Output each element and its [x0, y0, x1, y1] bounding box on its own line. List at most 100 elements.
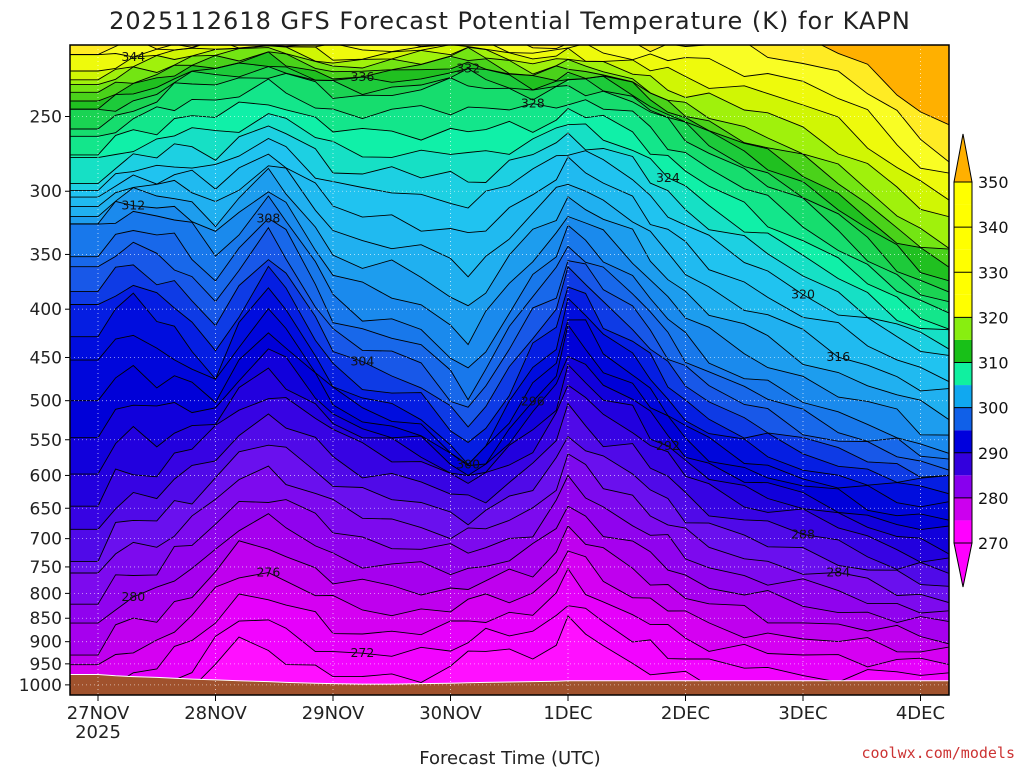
- y-tick-650: 650: [30, 499, 62, 519]
- colorbar-label-330: 330: [978, 263, 1009, 282]
- contour-label-332: 332: [456, 61, 480, 76]
- colorbar-bottom-arrow: [953, 542, 973, 588]
- colorbar-label-320: 320: [978, 308, 1009, 327]
- contour-342: [70, 45, 949, 218]
- y-tick-950: 950: [30, 655, 62, 675]
- colorbar-label-280: 280: [978, 489, 1009, 508]
- contour-318: [70, 153, 949, 383]
- colorbar-label-340: 340: [978, 218, 1009, 237]
- colorbar-seg-8: [954, 339, 972, 363]
- contour-274: [102, 567, 949, 695]
- contour-292: [70, 363, 949, 555]
- grid-lines: [70, 45, 949, 695]
- contour-label-324: 324: [656, 170, 680, 185]
- credit-text: coolwx.com/models: [861, 744, 1015, 762]
- colorbar-seg-12: [954, 249, 972, 273]
- band-bottom: [184, 615, 946, 695]
- contour-288: [70, 402, 949, 574]
- contour-334: [70, 62, 949, 282]
- ground-fill: [70, 674, 949, 695]
- x-tick-29NOV: 29NOV: [302, 703, 365, 724]
- contour-labels: 344 336 332 328 324 320 316 312 308 304 300 296 292 2…: [121, 49, 850, 660]
- contour-label-328: 328: [521, 96, 545, 111]
- y-tick-300: 300: [30, 182, 62, 202]
- x-axis: 27NOV 28NOV 29NOV 30NOV 1DEC 2DEC 3DEC 4DEC: [67, 695, 945, 724]
- contour-280: [70, 505, 949, 624]
- y-tick-900: 900: [30, 633, 62, 653]
- colorbar-label-300: 300: [978, 399, 1009, 418]
- colorbar-seg-9: [954, 317, 972, 340]
- contour-294: [70, 348, 949, 531]
- y-tick-450: 450: [30, 348, 62, 368]
- colorbar-label-270: 270: [978, 534, 1009, 553]
- y-tick-750: 750: [30, 558, 62, 578]
- colorbar-seg-11: [954, 272, 972, 295]
- colorbar-seg-3: [954, 452, 972, 476]
- y-tick-350: 350: [30, 245, 62, 265]
- y-tick-850: 850: [30, 609, 62, 629]
- contour-320: [70, 137, 949, 356]
- contour-300: [70, 287, 949, 495]
- contour-282: [70, 474, 949, 614]
- contour-348: [70, 45, 949, 163]
- y-tick-400: 400: [30, 300, 62, 320]
- colorbar-seg-0: [954, 520, 972, 543]
- contour-label-320: 320: [791, 287, 815, 302]
- contour-296: [70, 323, 949, 521]
- contour-label-312: 312: [121, 198, 145, 213]
- contour-312: [70, 191, 949, 436]
- colorbar-seg-10: [954, 294, 972, 318]
- contour-label-304: 304: [350, 354, 374, 369]
- colorbar-label-350: 350: [978, 173, 1009, 192]
- x-tick-2DEC: 2DEC: [661, 703, 710, 724]
- contour-272: [140, 605, 949, 695]
- x-year-label: 2025: [75, 722, 121, 743]
- colorbar-seg-2: [954, 475, 972, 498]
- contour-276: [70, 550, 949, 666]
- y-tick-500: 500: [30, 392, 62, 412]
- contour-label-288: 288: [791, 526, 815, 541]
- band-top: [821, 45, 949, 125]
- contour-314: [70, 167, 949, 421]
- contour-304: [70, 259, 949, 478]
- colorbar-seg-1: [954, 497, 972, 521]
- plot-frame: [69, 44, 950, 696]
- contour-label-272: 272: [350, 645, 374, 660]
- contour-286: [70, 436, 949, 587]
- contour-label-280: 280: [121, 589, 145, 604]
- colorbar-top-arrow: [953, 133, 973, 183]
- contour-label-316: 316: [826, 349, 850, 364]
- colorbar-seg-5: [954, 407, 972, 431]
- contour-label-308: 308: [256, 210, 280, 225]
- colorbar-seg-7: [954, 362, 972, 386]
- x-tick-28NOV: 28NOV: [184, 703, 247, 724]
- x-tick-3DEC: 3DEC: [778, 703, 827, 724]
- y-tick-550: 550: [30, 431, 62, 451]
- colorbar-label-310: 310: [978, 354, 1009, 373]
- contour-302: [70, 265, 949, 483]
- colorbar-label-290: 290: [978, 444, 1009, 463]
- contour-label-292: 292: [656, 438, 680, 453]
- contour-306: [70, 226, 949, 471]
- contour-310: [70, 195, 949, 454]
- contour-label-276: 276: [256, 565, 280, 580]
- contour-label-296: 296: [521, 393, 545, 408]
- colorbar-seg-13: [954, 227, 972, 250]
- contour-278: [70, 525, 949, 656]
- contour-label-284: 284: [826, 564, 850, 579]
- chart-title: 2025112618 GFS Forecast Potential Temper…: [109, 7, 911, 35]
- x-tick-4DEC: 4DEC: [896, 703, 945, 724]
- y-tick-600: 600: [30, 466, 62, 486]
- contour-label-300: 300: [456, 456, 480, 471]
- x-tick-30NOV: 30NOV: [419, 703, 482, 724]
- contour-324: [70, 113, 949, 331]
- y-tick-800: 800: [30, 584, 62, 604]
- contour-284: [70, 453, 949, 604]
- colorbar-seg-15: [954, 182, 972, 205]
- contour-label-344: 344: [121, 49, 145, 64]
- contour-298: [70, 307, 949, 508]
- y-axis: 250 300 350 400 450 500 550 600 650 700 750 800 850 9…: [19, 107, 70, 696]
- contour-290: [70, 384, 949, 563]
- contour-label-336: 336: [350, 69, 374, 84]
- colorbar: 270 280 290 300 310 320 330 340 350: [953, 133, 1009, 588]
